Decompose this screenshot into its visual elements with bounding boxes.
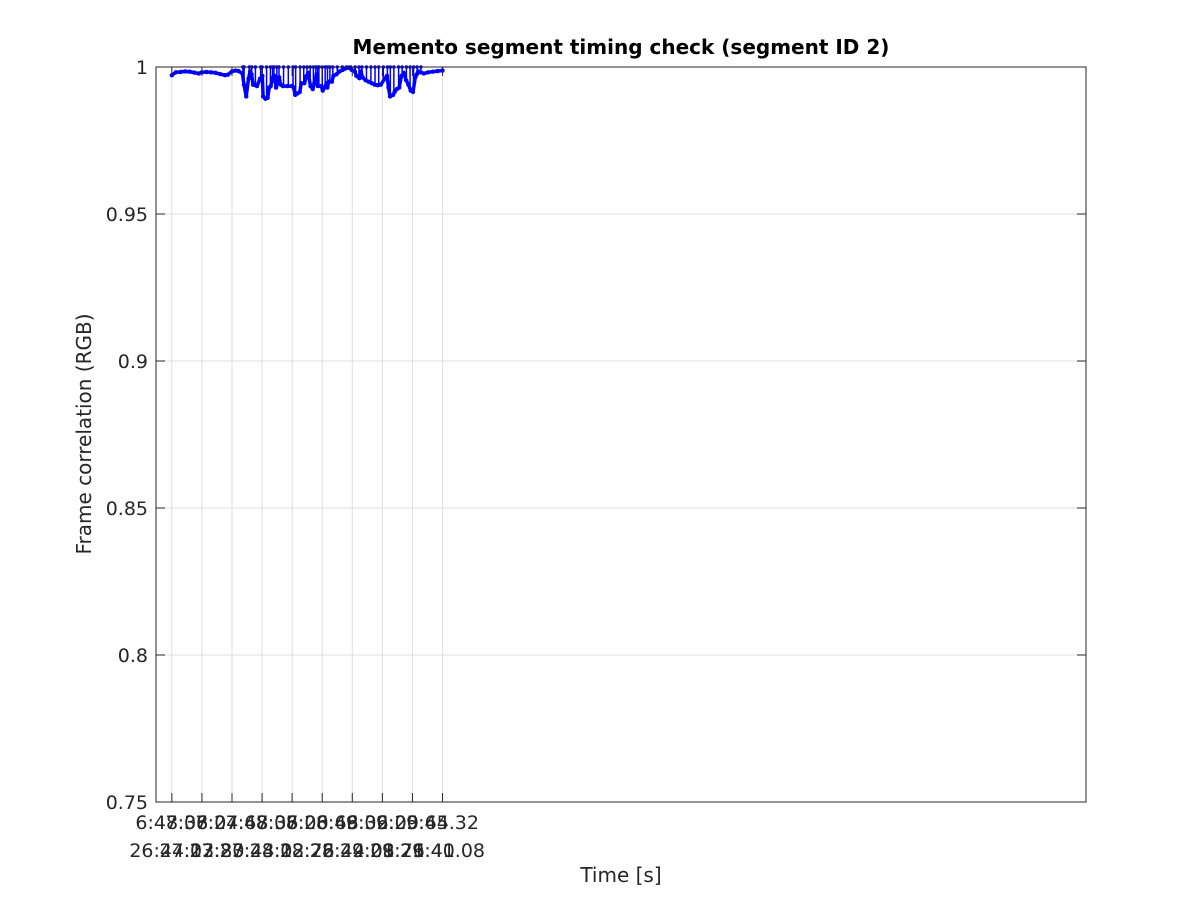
data-point (325, 85, 330, 90)
data-point (354, 73, 359, 79)
plot-frame (155, 66, 1087, 803)
data-point (358, 69, 364, 74)
x-tick-label-source-time: 26:44.12 (129, 840, 214, 862)
x-axis-label: Time [s] (579, 863, 661, 887)
data-point (329, 79, 335, 84)
tick-marks (156, 66, 1086, 803)
data-point (250, 82, 256, 87)
data-point (280, 83, 286, 89)
x-tick-label-source-time: 27:03.80 (159, 840, 244, 862)
x-tick-label-source-time: 29:01.76 (340, 840, 425, 862)
data-point (291, 85, 296, 90)
x-tick-label-time: 6:48.36 (135, 812, 208, 834)
x-tick-labels: 6:48.36 26:44.12 7:08.04 27:03.80 7:27.68 27:… (129, 812, 485, 862)
data-point (244, 94, 249, 99)
data-point (268, 83, 273, 89)
data-point (240, 71, 245, 76)
data-point (410, 89, 416, 95)
data-point (384, 73, 390, 79)
data-point (352, 69, 358, 74)
y-tick-label: 0.85 (106, 498, 148, 520)
data-point (218, 71, 223, 77)
data-point (386, 85, 391, 90)
data-point (208, 70, 214, 75)
data-point (430, 69, 436, 74)
x-tick-label-source-time: 29:21.40 (370, 840, 455, 862)
x-tick-label-source-time: 29:41.08 (400, 840, 485, 862)
data-point (241, 82, 247, 87)
data-point (225, 72, 231, 77)
y-tick-label: 0.9 (118, 351, 148, 373)
plot-background (156, 67, 1086, 802)
data-point (297, 89, 302, 95)
data-point (254, 83, 260, 89)
x-tick-label-time: 7:47.36 (226, 812, 299, 834)
data-point (192, 70, 197, 75)
data-point (397, 85, 402, 90)
data-point (314, 72, 319, 77)
x-tick-label-time: 9:06.00 (346, 812, 419, 834)
x-tick-label-source-time: 27:43.12 (220, 840, 305, 862)
data-point (403, 78, 409, 83)
data-point (326, 79, 332, 84)
data-point (346, 65, 351, 70)
data-point (285, 83, 290, 89)
data-point (334, 72, 339, 77)
x-tick-label-source-time: 28:02.76 (250, 840, 335, 862)
y-tick-label: 0.75 (106, 792, 148, 814)
data-point (378, 82, 384, 87)
data-point (426, 70, 431, 75)
data-point (236, 68, 241, 74)
data-point (299, 80, 304, 86)
data-point (182, 69, 188, 74)
data-point (406, 82, 411, 87)
x-tick-label-source-time: 28:22.44 (280, 840, 365, 862)
data-point (360, 75, 365, 80)
data-point (187, 69, 192, 74)
data-point (272, 73, 277, 79)
data-point (173, 70, 179, 75)
data-point (315, 83, 321, 89)
data-point (421, 71, 426, 76)
data-point (178, 69, 183, 75)
x-tick-label-time: 8:26.68 (286, 812, 359, 834)
x-tick-label-time: 7:08.04 (166, 812, 239, 834)
x-tick-label-time: 7:27.68 (196, 812, 269, 834)
data-point (265, 95, 270, 101)
x-tick-label-time: 9:25.64 (376, 812, 449, 834)
data-point (249, 72, 254, 77)
x-tick-label-time: 9:45.32 (406, 812, 479, 834)
data-point (276, 75, 282, 80)
data-point (312, 80, 317, 86)
y-tick-label: 1 (136, 57, 148, 79)
chart-title: Memento segment timing check (segment ID… (353, 35, 890, 59)
data-point (401, 70, 406, 76)
y-tick-labels: 0.75 0.8 0.85 0.9 0.95 1 (106, 57, 148, 814)
x-tick-label-time: 8:07.00 (256, 812, 329, 834)
x-tick-label-source-time: 27:23.44 (189, 840, 274, 862)
data-point (275, 79, 280, 84)
y-axis-label: Frame correlation (RGB) (72, 313, 96, 554)
data-point (310, 86, 315, 92)
data-point (213, 70, 218, 76)
data-point (435, 68, 440, 74)
data-point (302, 80, 307, 86)
data-point (305, 70, 311, 76)
data-point (273, 85, 279, 90)
x-tick-label-source-time: 28:42.08 (310, 840, 395, 862)
data-point (322, 85, 327, 90)
y-tick-label: 0.95 (106, 204, 148, 226)
data-point (204, 69, 209, 75)
x-tick-label-time: 8:46.32 (316, 812, 389, 834)
data-point (246, 76, 251, 81)
y-tick-label: 0.8 (118, 645, 148, 667)
